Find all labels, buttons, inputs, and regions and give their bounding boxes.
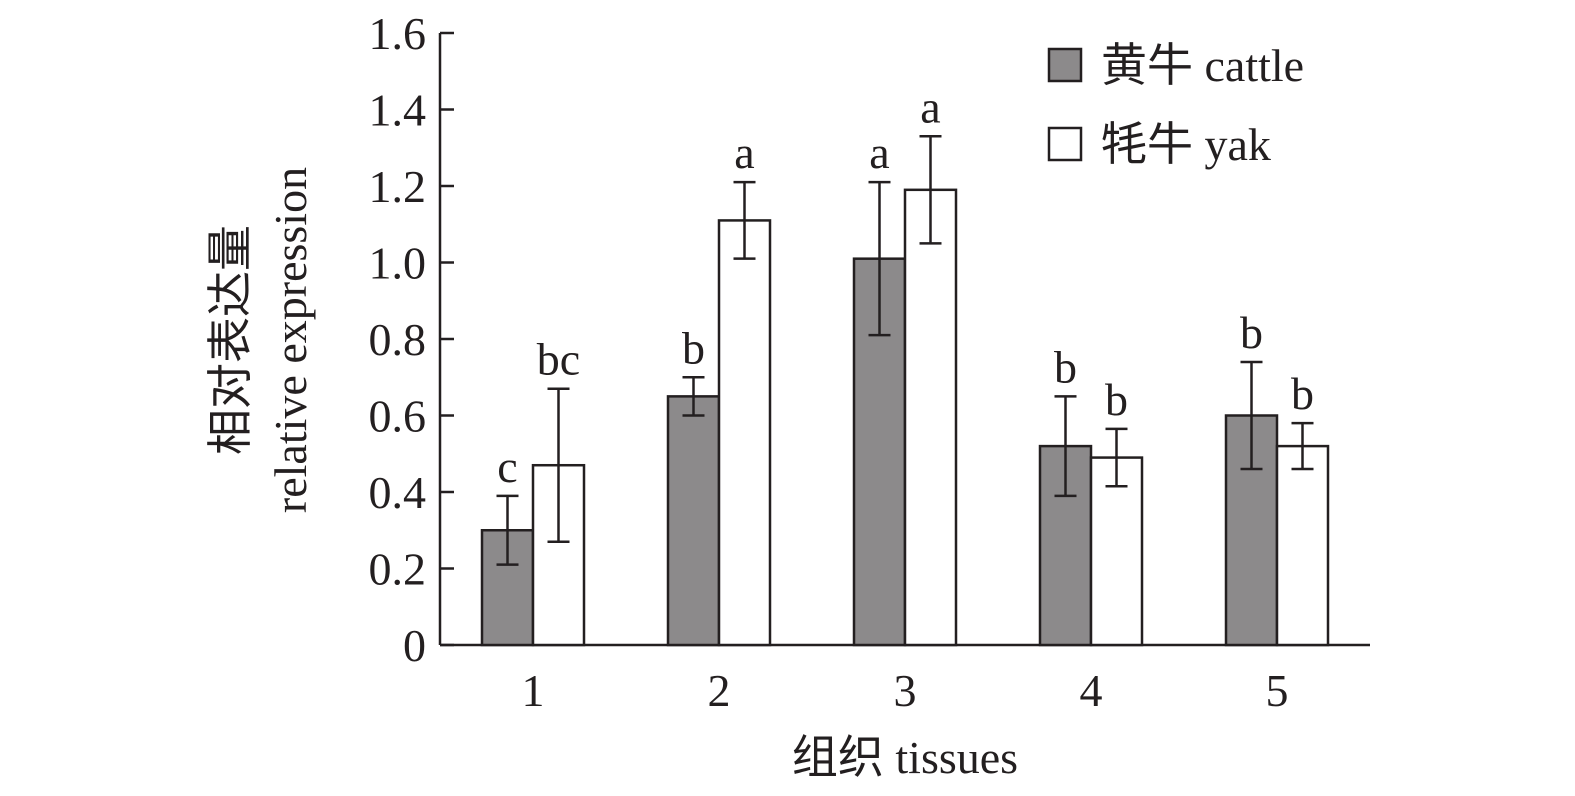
bar-yak-2 <box>717 219 772 647</box>
y-tick-label: 1.6 <box>369 8 427 59</box>
bars-group <box>480 188 1330 647</box>
bar-cattle-2 <box>666 395 721 647</box>
significance-letter: b <box>1054 341 1077 392</box>
legend: 黄牛 cattle 牦牛 yak <box>1047 40 1304 170</box>
y-axis-label-chinese: 相对表达量 <box>205 225 256 455</box>
y-tick-label: 0.2 <box>369 544 427 595</box>
legend-label-yak: 牦牛 yak <box>1101 119 1271 170</box>
x-tick-label: 2 <box>708 665 731 716</box>
y-axis: 0 0.2 0.4 0.6 0.8 1.0 1.2 1.4 1.6 <box>369 8 454 671</box>
bar-yak-5 <box>1275 444 1330 647</box>
significance-letter: b <box>1240 307 1263 358</box>
y-tick-label: 0.6 <box>369 391 427 442</box>
bar-yak-3 <box>903 188 958 647</box>
x-tick-label: 3 <box>894 665 917 716</box>
significance-letter: b <box>682 322 705 373</box>
x-tick-label: 5 <box>1266 665 1289 716</box>
x-axis: 1 2 3 4 5 <box>440 643 1370 716</box>
error-bars-group <box>496 135 1314 566</box>
y-tick-label: 1.4 <box>369 85 427 136</box>
y-tick-label: 1.0 <box>369 238 427 289</box>
significance-letter: bc <box>537 334 580 385</box>
legend-swatch-cattle <box>1047 47 1083 83</box>
y-tick-label: 0.8 <box>369 314 427 365</box>
legend-swatch-yak <box>1047 126 1083 162</box>
x-tick-label: 4 <box>1080 665 1103 716</box>
significance-letter: a <box>920 81 940 132</box>
y-tick-label: 1.2 <box>369 161 427 212</box>
legend-label-cattle: 黄牛 cattle <box>1101 40 1304 91</box>
y-tick-label: 0 <box>403 620 426 671</box>
significance-letter: b <box>1105 374 1128 425</box>
x-tick-label: 1 <box>522 665 545 716</box>
x-axis-label: 组织 tissues <box>792 732 1018 783</box>
y-tick-label: 0.4 <box>369 467 427 518</box>
significance-letter: a <box>869 127 889 178</box>
y-axis-label-english: relative expression <box>265 167 316 513</box>
significance-letter: a <box>734 127 754 178</box>
significance-letter: b <box>1291 368 1314 419</box>
significance-letter: c <box>497 441 517 492</box>
